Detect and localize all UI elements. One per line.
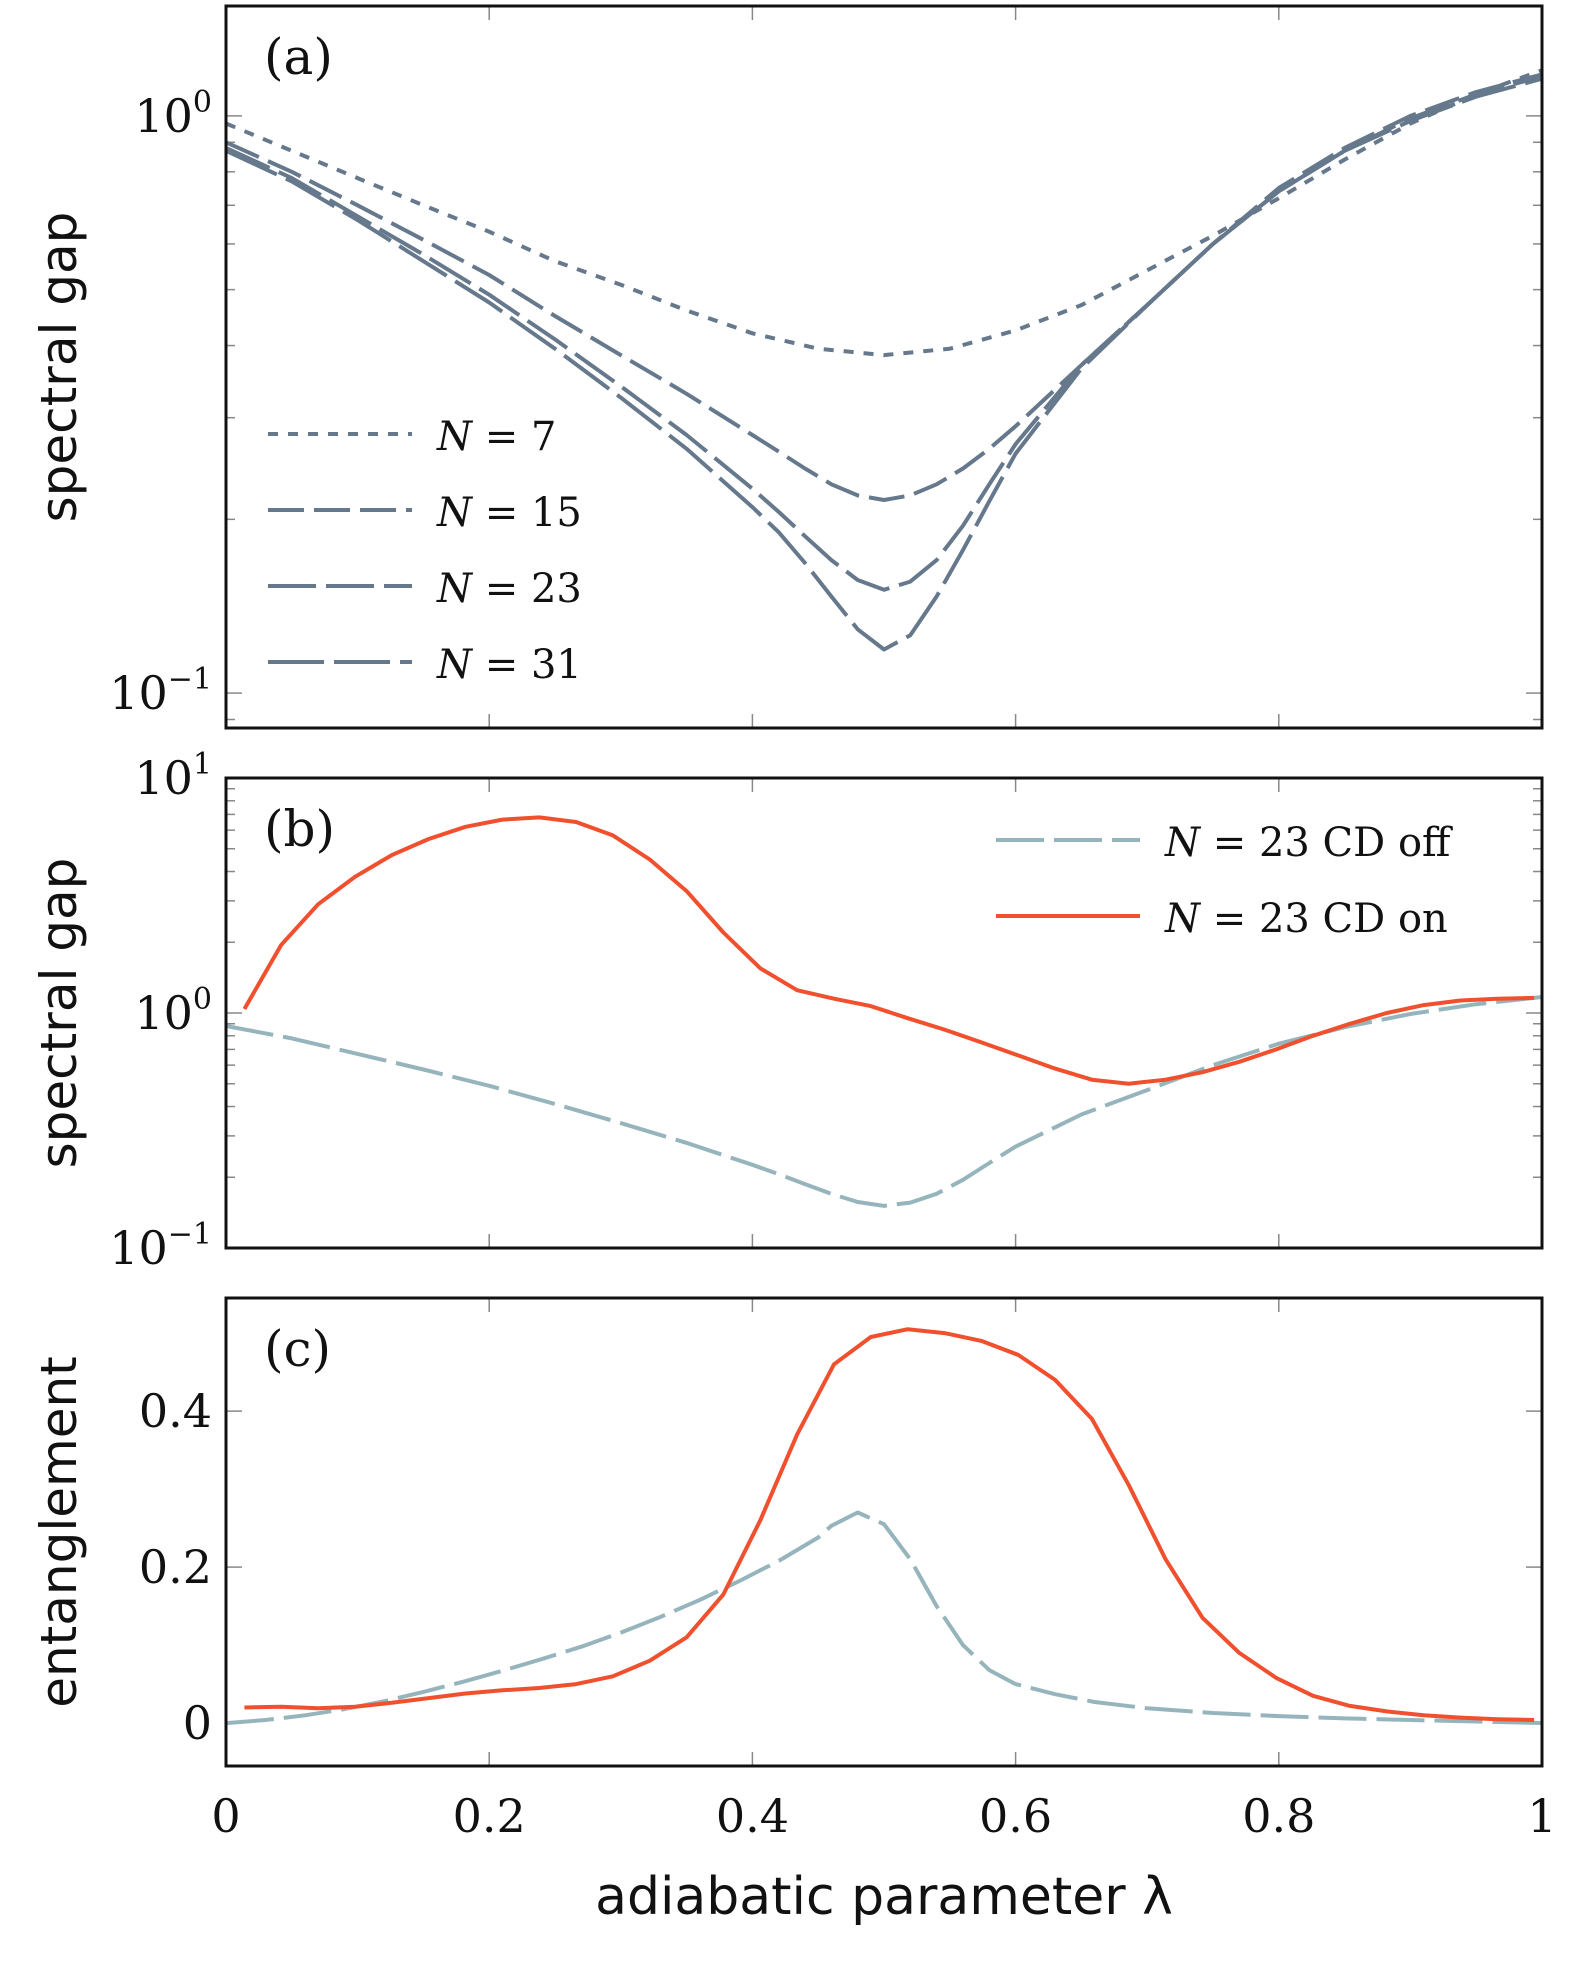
chart-panel-c: 0 0.2 0.4 (c) entanglement 0 0.2 0.4 0.6 0.8 1 adia… xyxy=(30,1296,1557,1927)
legend: N = 7N = 15N = 23N = 31 xyxy=(268,414,582,688)
y-tick-label: 0 xyxy=(183,1696,212,1750)
y-tick-exponent: 1 xyxy=(193,747,212,782)
legend-label-var: N xyxy=(436,566,474,612)
legend-label-var: N xyxy=(436,490,474,536)
panel-label: (b) xyxy=(264,800,335,858)
x-tick-label: 0.6 xyxy=(979,1789,1052,1843)
panel-label: (a) xyxy=(264,28,333,86)
series-line-2 xyxy=(242,815,1535,1086)
y-tick-exponent: −1 xyxy=(168,1217,212,1252)
legend-label-rest: = 23 xyxy=(472,566,582,612)
series-line-2 xyxy=(244,1327,1535,1722)
legend-label-rest: = 23 CD off xyxy=(1200,820,1453,866)
y-axis-label: spectral gap xyxy=(30,858,88,1169)
legend-label-var: N xyxy=(1164,896,1202,942)
legend-label: N = 23 xyxy=(436,566,582,612)
y-tick-exponent: 0 xyxy=(193,85,212,120)
y-tick-label: 100 xyxy=(134,982,212,1040)
legend-label: N = 7 xyxy=(436,414,556,460)
y-tick-base: 10 xyxy=(134,751,193,805)
legend-label: N = 23 CD off xyxy=(1164,820,1453,866)
x-axis-label: adiabatic parameter λ xyxy=(595,1867,1173,1927)
x-tick-label: 0.8 xyxy=(1242,1789,1315,1843)
y-tick-label: 10−1 xyxy=(109,1217,212,1275)
plot-frame xyxy=(224,4,1544,730)
y-tick-label: 101 xyxy=(134,747,212,805)
legend-label: N = 31 xyxy=(436,642,582,688)
y-tick-exponent: 0 xyxy=(193,982,212,1017)
legend-label-rest: = 15 xyxy=(472,490,582,536)
legend-label-var: N xyxy=(436,642,474,688)
y-tick-label: 0.4 xyxy=(139,1384,212,1438)
x-tick-label: 0.2 xyxy=(453,1789,526,1843)
y-axis-label: spectral gap xyxy=(30,212,88,523)
series-line-1 xyxy=(226,995,1542,1208)
legend-label-rest: = 7 xyxy=(472,414,556,460)
y-tick-base: 10 xyxy=(109,666,168,720)
y-tick-text: 0.4 xyxy=(139,1384,212,1438)
series-line-2 xyxy=(226,72,1542,502)
y-tick-text: 0 xyxy=(183,1696,212,1750)
series-line-1 xyxy=(226,1510,1542,1726)
legend-label: N = 15 xyxy=(436,490,582,536)
plot-frame xyxy=(224,1296,1544,1768)
series-line-3 xyxy=(226,74,1542,592)
x-tick-label: 0.4 xyxy=(716,1789,789,1843)
y-tick-label: 0.2 xyxy=(139,1540,212,1594)
legend-label-var: N xyxy=(1164,820,1202,866)
y-tick-text: 0.2 xyxy=(139,1540,212,1594)
x-tick-label: 1 xyxy=(1527,1789,1556,1843)
legend-label-rest: = 23 CD on xyxy=(1200,896,1448,942)
y-tick-exponent: −1 xyxy=(168,662,212,697)
series-line-4 xyxy=(226,76,1542,652)
panel-label: (c) xyxy=(264,1320,331,1378)
x-tick-label: 0 xyxy=(211,1789,240,1843)
y-axis-label: entanglement xyxy=(30,1356,88,1708)
y-tick-label: 100 xyxy=(134,85,212,143)
legend-label-var: N xyxy=(436,414,474,460)
legend-label-rest: = 31 xyxy=(472,642,582,688)
y-tick-label: 10−1 xyxy=(109,662,212,720)
y-tick-base: 10 xyxy=(134,986,193,1040)
plot-frame xyxy=(224,776,1544,1250)
legend-label: N = 23 CD on xyxy=(1164,896,1448,942)
y-tick-base: 10 xyxy=(134,89,193,143)
series-line-1 xyxy=(226,68,1542,358)
y-tick-base: 10 xyxy=(109,1221,168,1275)
